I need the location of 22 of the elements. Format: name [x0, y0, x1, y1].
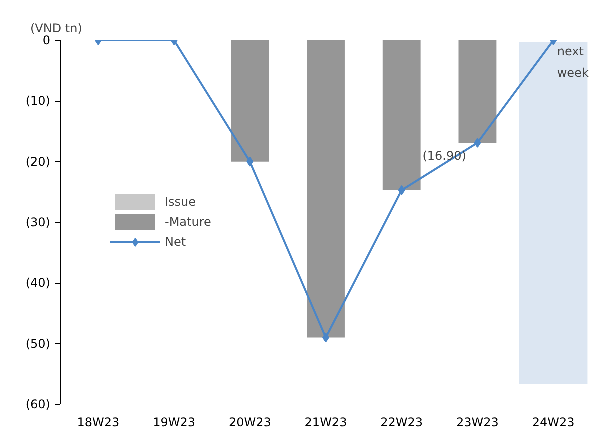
y-axis-title: (VND tn)	[30, 22, 82, 36]
x-tick-label: 20W23	[228, 416, 272, 430]
y-tick-label: (30)	[26, 216, 51, 230]
legend-label: Issue	[165, 195, 196, 209]
legend-label: Net	[165, 235, 186, 249]
point	[246, 156, 254, 167]
y-tick-label: (20)	[26, 154, 51, 169]
x-tick-label: 23W23	[456, 416, 499, 430]
band-label: next week	[557, 44, 589, 80]
point	[474, 138, 482, 148]
legend-label: -Mature	[165, 215, 212, 229]
y-tick-label: 0	[42, 34, 51, 48]
x-tick-label: 19W23	[153, 416, 196, 430]
point	[398, 185, 406, 196]
y-tick-label: (10)	[26, 94, 51, 108]
y-tick-label: (50)	[26, 336, 51, 351]
x-tick-label: 24W23	[532, 416, 575, 430]
x-tick-label: 22W23	[380, 416, 424, 430]
y-tick-label: (60)	[26, 398, 51, 412]
x-tick-label: 18W23	[77, 416, 120, 430]
x-tick-label: 21W23	[304, 416, 348, 430]
y-tick-label: (40)	[26, 276, 51, 290]
